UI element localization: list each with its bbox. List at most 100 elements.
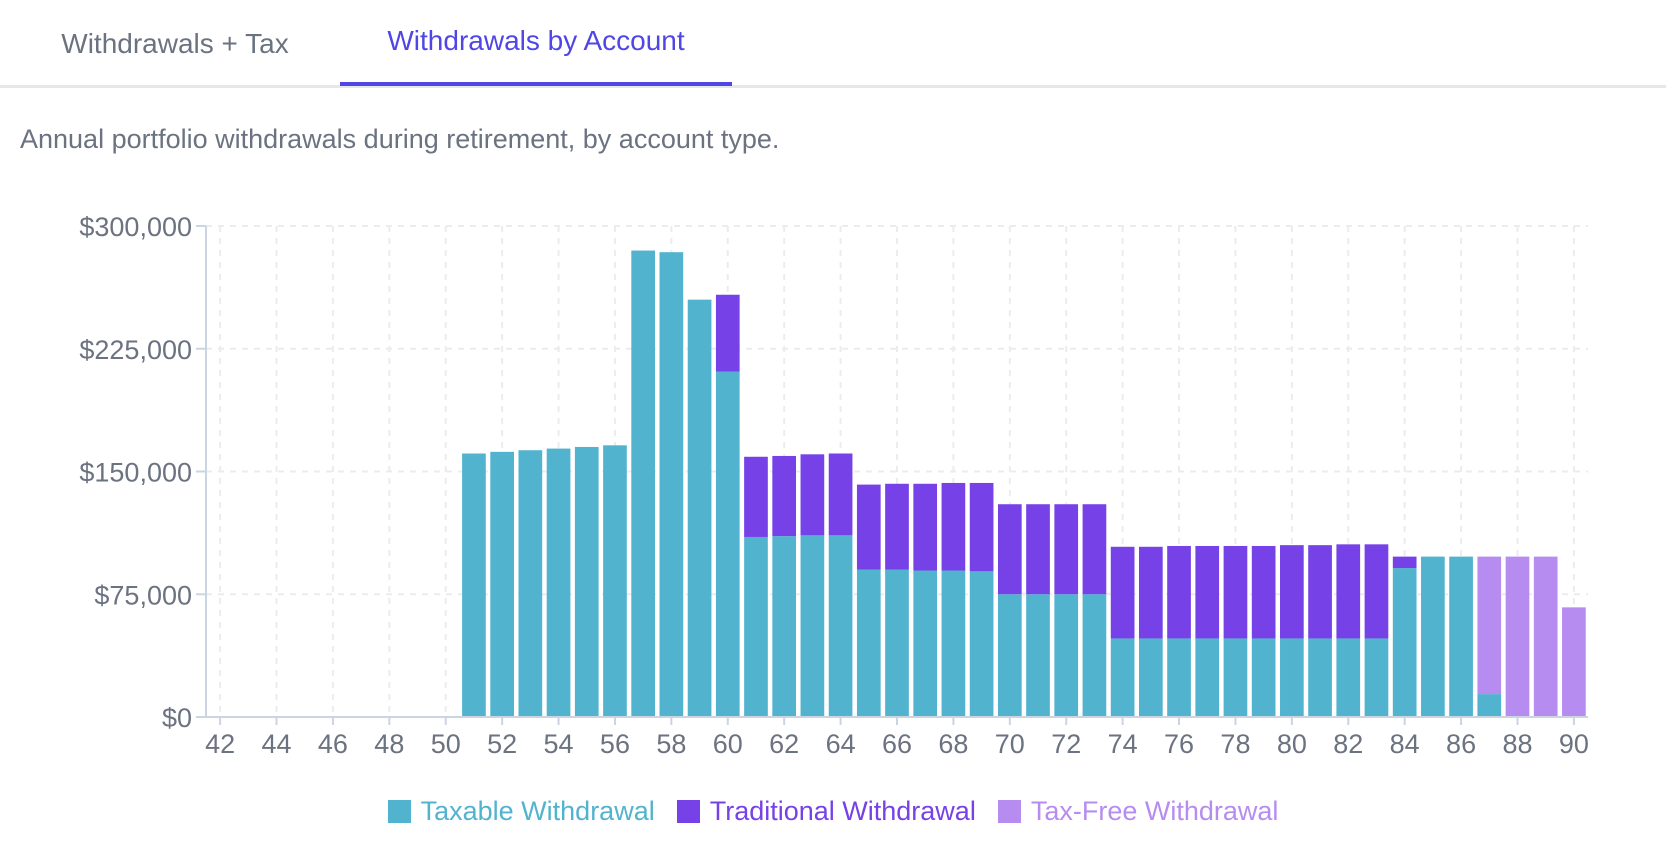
withdrawals-stacked-bar-chart: $0 $75,000 $150,000 $225,000 $300,000 42 44 46 4… (79, 212, 1589, 759)
bar-taxable-age-85 (1421, 556, 1445, 717)
bar-taxable-age-86 (1449, 556, 1473, 717)
bar-taxable-age-82 (1336, 638, 1361, 717)
x-tick-label: 90 (1559, 729, 1589, 759)
bar-taxable-age-58 (659, 252, 684, 718)
bar-taxable-age-78 (1223, 638, 1248, 717)
bar-taxable-age-74 (1110, 638, 1135, 717)
bar-taxable-age-87 (1477, 694, 1502, 717)
bar-taxable-age-83 (1364, 638, 1389, 717)
bar-taxable-age-75 (1138, 638, 1163, 717)
bar-taxable-age-64 (828, 535, 853, 717)
bar-traditional-age-75 (1138, 546, 1163, 639)
bar-taxable-age-61 (744, 536, 768, 717)
bar-taxfree-age-90 (1562, 607, 1586, 717)
x-tick-label: 82 (1333, 729, 1363, 759)
bar-traditional-age-66 (885, 483, 909, 570)
x-tick-label: 86 (1446, 729, 1476, 759)
legend-label-taxfree: Tax-Free Withdrawal (1030, 796, 1279, 826)
bar-traditional-age-62 (772, 455, 797, 537)
bar-taxable-age-52 (490, 451, 514, 717)
x-tick-label: 56 (600, 729, 630, 759)
bar-taxfree-age-88 (1505, 556, 1530, 717)
bar-taxfree-age-89 (1533, 556, 1558, 717)
bar-taxfree-age-87 (1477, 556, 1502, 695)
bar-taxable-age-71 (1026, 594, 1050, 717)
x-tick-label: 60 (713, 729, 743, 759)
bar-traditional-age-67 (913, 483, 938, 571)
bar-taxable-age-73 (1082, 594, 1107, 717)
y-tick-label: $150,000 (79, 458, 192, 488)
x-tick-label: 76 (1164, 729, 1194, 759)
x-tick-label: 44 (261, 729, 291, 759)
legend-item-taxable[interactable]: Taxable Withdrawal (387, 796, 655, 827)
x-tick-label: 58 (656, 729, 686, 759)
x-tick-label: 72 (1051, 729, 1081, 759)
bar-taxable-age-67 (913, 570, 938, 717)
legend-label-taxable: Taxable Withdrawal (420, 796, 655, 826)
bar-traditional-age-60 (715, 294, 740, 372)
bar-taxable-age-65 (856, 569, 881, 717)
bar-traditional-age-65 (856, 484, 881, 570)
y-tick-label: $0 (162, 703, 192, 733)
bar-taxable-age-68 (941, 570, 966, 717)
bar-taxable-age-62 (772, 536, 797, 717)
legend-swatch-traditional (676, 800, 700, 823)
bar-taxable-age-63 (800, 535, 825, 717)
bar-taxable-age-55 (574, 446, 599, 717)
bar-traditional-age-69 (969, 482, 994, 572)
x-tick-label: 64 (826, 729, 856, 759)
bar-traditional-age-83 (1364, 544, 1389, 639)
x-tick-label: 50 (431, 729, 461, 759)
x-tick-label: 46 (318, 729, 348, 759)
bar-taxable-age-59 (687, 299, 712, 717)
tab-withdrawals-by-account[interactable]: Withdrawals by Account (340, 0, 732, 86)
x-tick-label: 68 (938, 729, 968, 759)
bar-taxable-age-79 (1251, 638, 1276, 717)
bar-traditional-age-61 (744, 456, 768, 537)
bar-traditional-age-74 (1110, 546, 1135, 639)
bar-taxable-age-76 (1167, 638, 1191, 717)
tab-withdrawals-tax[interactable]: Withdrawals + Tax (61, 28, 289, 59)
bar-traditional-age-84 (1392, 556, 1417, 569)
bar-taxable-age-57 (631, 250, 656, 718)
bar-taxable-age-84 (1392, 568, 1417, 717)
bar-traditional-age-77 (1195, 545, 1220, 639)
legend-swatch-taxfree (997, 800, 1021, 823)
bar-traditional-age-82 (1336, 544, 1361, 639)
bar-traditional-age-76 (1167, 545, 1191, 639)
x-tick-label: 88 (1502, 729, 1532, 759)
bar-traditional-age-78 (1223, 545, 1248, 639)
bars (462, 250, 1586, 718)
legend-swatch-taxable (387, 800, 411, 823)
bar-taxable-age-53 (518, 450, 543, 717)
bar-taxable-age-81 (1308, 638, 1332, 717)
bar-taxable-age-69 (969, 571, 994, 717)
x-tick-label: 54 (544, 729, 574, 759)
bar-traditional-age-81 (1308, 545, 1332, 639)
axes: $0 $75,000 $150,000 $225,000 $300,000 42 44 46 4… (79, 212, 1589, 759)
x-tick-label: 84 (1390, 729, 1420, 759)
bar-traditional-age-63 (800, 454, 825, 536)
bar-taxable-age-56 (603, 445, 627, 717)
y-tick-label: $75,000 (94, 580, 192, 610)
legend-label-traditional: Traditional Withdrawal (709, 796, 976, 826)
x-tick-label: 78 (1220, 729, 1250, 759)
bar-traditional-age-64 (828, 453, 853, 536)
bar-traditional-age-73 (1082, 504, 1107, 595)
bar-traditional-age-72 (1054, 504, 1079, 595)
chart-description: Annual portfolio withdrawals during reti… (20, 124, 780, 154)
bar-traditional-age-79 (1251, 545, 1276, 639)
bar-traditional-age-68 (941, 482, 966, 571)
x-tick-label: 66 (882, 729, 912, 759)
legend-item-taxfree[interactable]: Tax-Free Withdrawal (997, 796, 1279, 827)
y-tick-label: $300,000 (79, 212, 192, 242)
bar-taxable-age-80 (1280, 638, 1304, 717)
y-tick-label: $225,000 (79, 335, 192, 365)
x-tick-label: 62 (769, 729, 799, 759)
legend-item-traditional[interactable]: Traditional Withdrawal (676, 796, 976, 827)
bar-taxable-age-77 (1195, 638, 1220, 717)
x-tick-label: 52 (487, 729, 517, 759)
bar-taxable-age-70 (997, 594, 1022, 717)
x-tick-label: 42 (205, 729, 235, 759)
bar-taxable-age-60 (715, 371, 740, 717)
